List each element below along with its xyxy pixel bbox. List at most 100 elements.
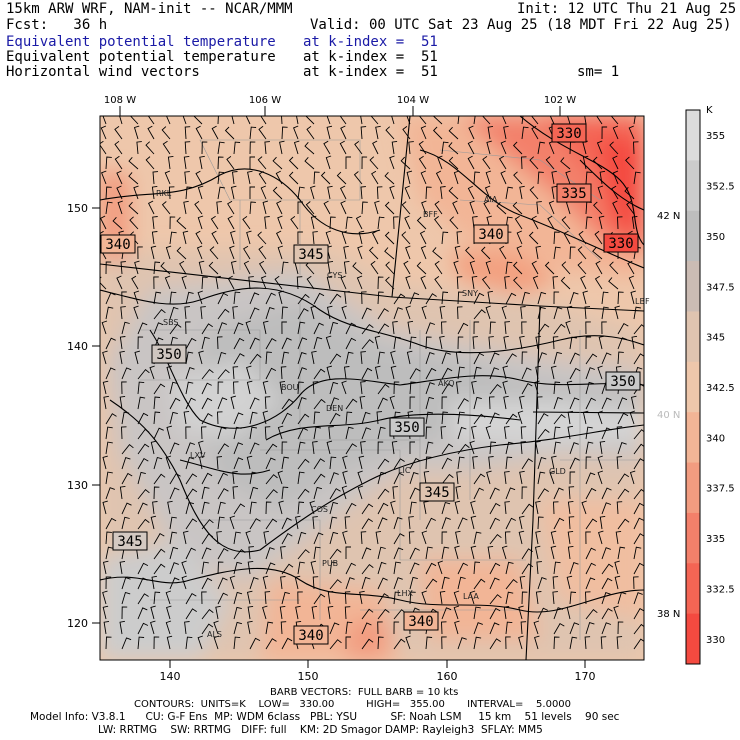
wind-barb [489, 622, 500, 635]
wind-barb [327, 185, 333, 200]
svg-text:345: 345 [117, 534, 142, 550]
svg-text:350: 350 [156, 347, 181, 363]
wind-barb [195, 125, 203, 140]
wind-barb [344, 606, 351, 620]
wind-barb [153, 563, 166, 575]
wind-barb [280, 621, 287, 635]
wind-barb [265, 518, 278, 530]
station-label: AKO [438, 379, 455, 388]
wind-barb [469, 590, 476, 605]
wind-barb [409, 562, 420, 575]
wind-barb [537, 412, 549, 425]
wind-barb [401, 231, 411, 245]
wind-barb [601, 622, 612, 635]
wind-barb [393, 472, 404, 485]
wind-barb [249, 397, 260, 410]
wind-barb [452, 200, 459, 215]
wind-barb [233, 503, 246, 515]
wind-barb [329, 579, 342, 590]
wind-barb [425, 636, 433, 650]
wind-barb [480, 246, 491, 260]
wind-barb [305, 201, 315, 215]
wind-barb [217, 488, 229, 500]
wind-barb [248, 546, 254, 560]
wind-barb [534, 635, 540, 650]
wind-barb [521, 458, 533, 470]
wind-barb [482, 156, 491, 170]
wind-barb [505, 261, 513, 275]
wind-barb [345, 426, 354, 440]
wind-barb [519, 470, 525, 485]
wind-barb [150, 440, 157, 455]
wind-barb [329, 639, 342, 650]
wind-barb [552, 276, 559, 290]
wind-barb [518, 605, 524, 620]
wind-barb [614, 305, 620, 320]
wind-barb [201, 412, 213, 425]
colorbar-swatch [686, 210, 700, 262]
wind-barb [457, 411, 465, 425]
wind-barb [425, 456, 432, 470]
wind-barb [568, 516, 575, 530]
wind-barb [577, 246, 587, 260]
wind-barb [257, 156, 267, 170]
wind-barb [281, 306, 288, 320]
wind-barb [176, 246, 187, 260]
wind-barb [550, 530, 557, 545]
wind-barb [181, 560, 187, 575]
wind-barb [145, 156, 155, 170]
wind-barb [425, 411, 433, 425]
wind-barb [198, 350, 204, 365]
wind-barb [551, 185, 558, 200]
wind-barb [227, 215, 235, 230]
wind-barb [609, 141, 619, 155]
colorbar-label: 345 [706, 333, 725, 344]
wind-barb [153, 276, 159, 290]
wind-barb [297, 231, 303, 245]
wind-barb [119, 350, 125, 365]
wind-barb [504, 276, 510, 290]
wind-barb [385, 261, 395, 275]
contour-label: 330 [551, 123, 587, 143]
wind-barb [561, 216, 571, 230]
wind-barb [549, 470, 555, 485]
wind-barb [403, 260, 411, 275]
color-bar: 355 352.5 350 347.5 345 342.5 340 337.5 335 332.5… [685, 109, 735, 665]
wind-barb [377, 458, 390, 470]
wind-barb [585, 381, 595, 395]
wind-barb [145, 141, 155, 155]
wind-barb [137, 593, 149, 605]
wind-barb [582, 290, 588, 305]
wind-barb [150, 245, 157, 260]
wind-barb [102, 500, 108, 515]
wind-barb [565, 170, 571, 185]
wind-barb [521, 563, 534, 575]
wind-barb [105, 471, 113, 485]
wind-barb [614, 575, 621, 590]
wind-barb [601, 577, 613, 590]
wind-barb [341, 305, 347, 320]
wind-barb [631, 215, 638, 230]
wind-barb [185, 397, 196, 410]
wind-barb [439, 335, 445, 350]
wind-barb [626, 201, 635, 215]
wind-barb [553, 622, 565, 635]
wind-barb [201, 519, 214, 530]
wind-barb [345, 351, 354, 365]
wind-barb [617, 488, 630, 500]
colorbar-label: 340 [706, 433, 725, 444]
wind-barb [519, 185, 525, 200]
wind-barb [359, 395, 366, 410]
wind-barb [217, 322, 227, 335]
wind-barb [609, 261, 619, 275]
left-axis-label: 130 [67, 479, 88, 492]
wind-barb [441, 636, 447, 650]
wind-barb [552, 336, 559, 350]
wind-barb [633, 546, 642, 560]
wind-barb [150, 605, 156, 620]
wind-barb [601, 547, 611, 560]
wind-barb [329, 397, 340, 410]
wind-barb [457, 366, 465, 380]
wind-barb [169, 516, 177, 530]
wind-barb [288, 156, 299, 170]
